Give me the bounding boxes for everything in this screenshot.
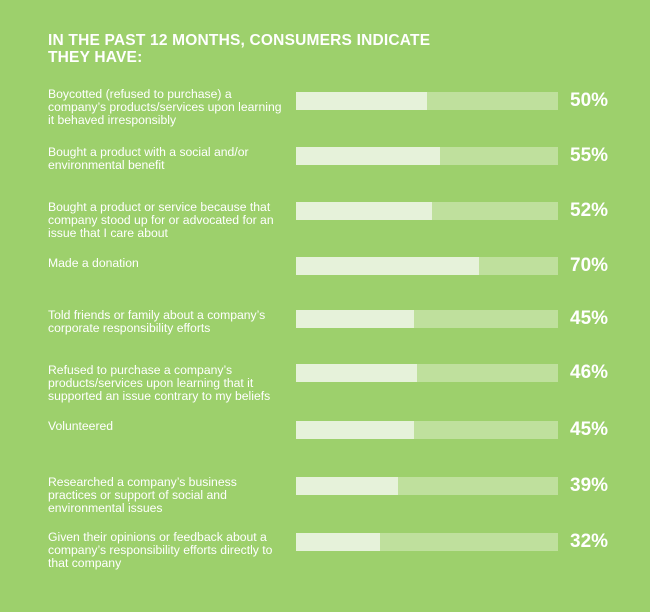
bar-fill — [296, 257, 479, 275]
bar-track — [296, 477, 558, 495]
category-label: Made a donation — [48, 256, 139, 270]
chart-title: IN THE PAST 12 MONTHS, CONSUMERS INDICAT… — [48, 32, 431, 66]
category-label: Given their opinions or feedback about a… — [48, 530, 273, 570]
value-label: 45% — [570, 308, 609, 329]
bar-track — [296, 533, 558, 551]
bar-fill — [296, 92, 427, 110]
bar-track — [296, 202, 558, 220]
category-label: Bought a product with a social and/or en… — [48, 145, 249, 172]
bar-track — [296, 421, 558, 439]
bar-track — [296, 257, 558, 275]
value-label: 39% — [570, 475, 609, 496]
bar-track — [296, 310, 558, 328]
category-label: Boycotted (refused to purchase) a compan… — [48, 87, 282, 127]
category-label: Told friends or family about a company’s… — [48, 308, 266, 335]
bar-fill — [296, 533, 380, 551]
bar-track — [296, 92, 558, 110]
category-label: Bought a product or service because that… — [48, 200, 274, 240]
bar-fill — [296, 364, 417, 382]
value-label: 55% — [570, 145, 609, 166]
bar-fill — [296, 310, 414, 328]
value-label: 70% — [570, 255, 609, 276]
category-label: Volunteered — [48, 419, 114, 433]
category-label: Researched a company’s business practice… — [48, 475, 237, 515]
category-label: Refused to purchase a company’s products… — [48, 363, 271, 403]
bar-fill — [296, 477, 398, 495]
value-label: 50% — [570, 90, 609, 111]
value-label: 32% — [570, 531, 609, 552]
bar-fill — [296, 202, 432, 220]
value-label: 46% — [570, 362, 609, 383]
bar-fill — [296, 147, 440, 165]
value-label: 52% — [570, 200, 609, 221]
bar-track — [296, 364, 558, 382]
bar-fill — [296, 421, 414, 439]
bar-track — [296, 147, 558, 165]
value-label: 45% — [570, 419, 609, 440]
